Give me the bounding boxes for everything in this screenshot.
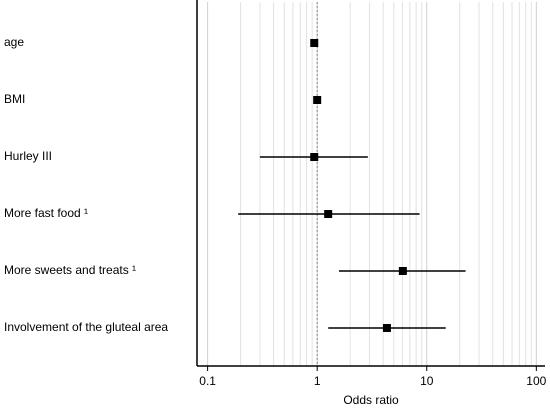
x-tick-label: 0.1 bbox=[199, 374, 216, 388]
x-axis-label: Odds ratio bbox=[343, 393, 399, 407]
row-label: Hurley III bbox=[4, 149, 52, 163]
point-estimate bbox=[382, 324, 391, 332]
point-estimate bbox=[313, 96, 322, 104]
point-estimate bbox=[324, 210, 333, 218]
row-label: More sweets and treats ¹ bbox=[4, 263, 136, 277]
row-label: BMI bbox=[4, 92, 25, 106]
point-estimate bbox=[398, 267, 407, 275]
x-tick-label: 10 bbox=[420, 374, 434, 388]
point-estimate bbox=[310, 153, 319, 161]
point-estimate bbox=[310, 39, 319, 47]
row-label: age bbox=[4, 35, 24, 49]
row-label: More fast food ¹ bbox=[4, 206, 88, 220]
x-tick-label: 100 bbox=[526, 374, 546, 388]
x-tick-label: 1 bbox=[314, 374, 321, 388]
row-label: Involvement of the gluteal area bbox=[4, 320, 168, 334]
